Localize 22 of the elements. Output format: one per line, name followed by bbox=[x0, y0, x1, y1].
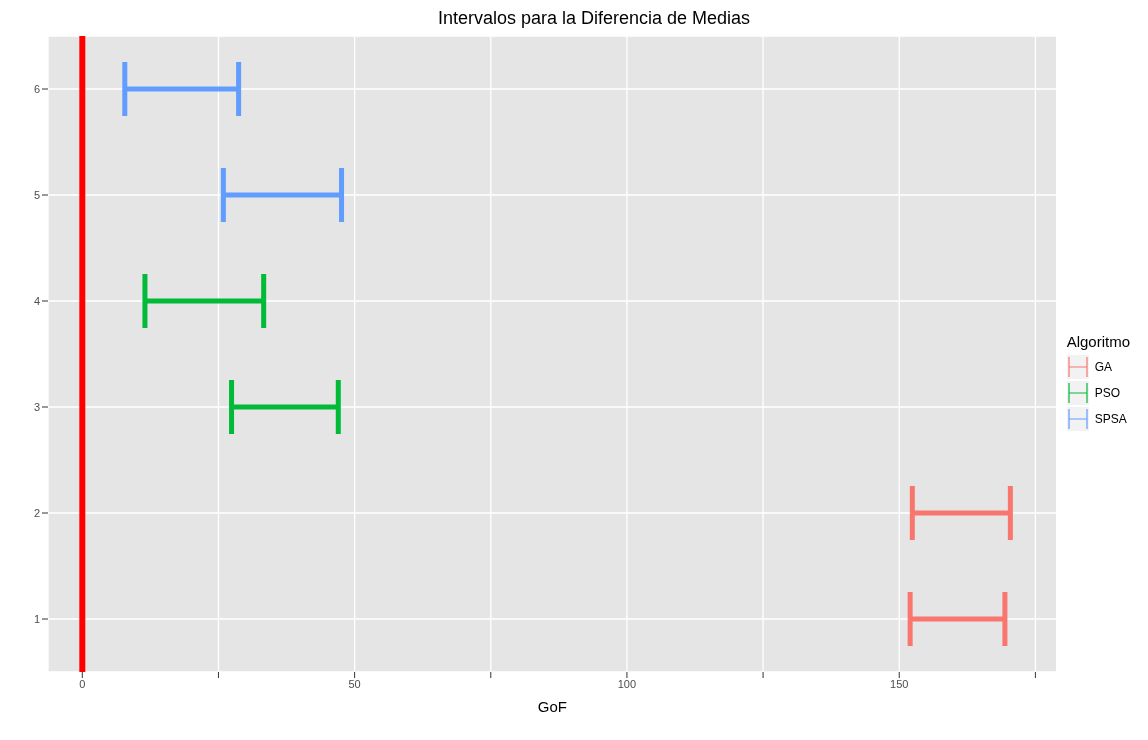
x-axis-title: GoF bbox=[537, 698, 567, 715]
bar bbox=[124, 86, 239, 92]
bar bbox=[912, 510, 1011, 516]
bar bbox=[231, 404, 339, 410]
y-tick-label: 6 bbox=[33, 82, 40, 95]
x-tick-label: 150 bbox=[890, 677, 909, 690]
y-tick-label: 4 bbox=[33, 294, 40, 307]
chart-title: Intervalos para la Diferencia de Medias bbox=[436, 8, 752, 30]
y-tick-label: 5 bbox=[33, 188, 40, 201]
bar bbox=[910, 616, 1005, 622]
x-tick-label: 50 bbox=[348, 677, 361, 690]
bar bbox=[144, 298, 264, 304]
legend-title: Algoritmo bbox=[1066, 332, 1130, 350]
legend-label: SPSA bbox=[1094, 411, 1127, 426]
x-tick-label: 0 bbox=[79, 677, 86, 690]
y-tick-label: 3 bbox=[33, 400, 40, 413]
legend-label: PSO bbox=[1094, 385, 1120, 400]
x-tick-label: 100 bbox=[617, 677, 637, 690]
y-tick-label: 1 bbox=[33, 612, 40, 625]
y-tick-label: 2 bbox=[33, 506, 40, 519]
bar bbox=[223, 192, 342, 198]
legend-label: GA bbox=[1094, 359, 1112, 374]
